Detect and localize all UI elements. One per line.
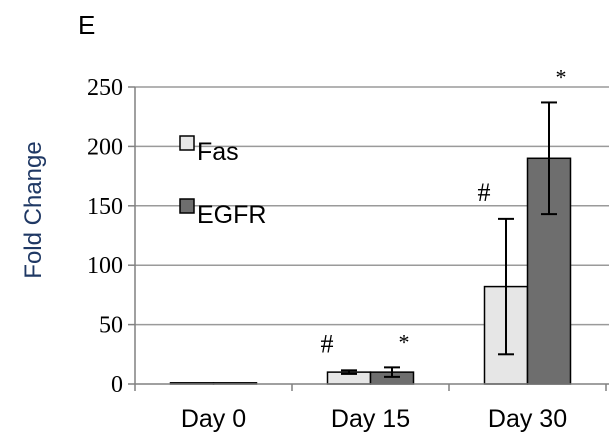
significance-marker: # [321,329,334,358]
x-category-label: Day 15 [331,405,410,433]
y-tick-label: 100 [87,253,123,279]
y-tick-label: 200 [87,134,123,160]
legend-swatch-egfr [179,198,195,214]
y-tick-label: 150 [87,194,123,220]
significance-marker: # [478,178,491,207]
significance-marker: * [556,64,567,89]
legend: Fas EGFR [179,135,266,229]
panel-label: E [78,10,95,40]
x-category-label: Day 0 [181,405,246,433]
y-tick-label: 50 [99,313,123,339]
y-tick-label: 0 [111,372,123,398]
legend-swatch-fas [179,135,195,151]
y-tick-label: 250 [87,75,123,101]
legend-label-fas: Fas [197,138,239,166]
axes: 0 50 100 150 200 250 Day 0 Day 15 Day 30 [87,75,609,433]
y-axis-title: Fold Change [20,141,47,278]
significance-marker: * [399,329,410,354]
x-category-label: Day 30 [488,405,567,433]
legend-label-egfr: EGFR [197,201,266,229]
